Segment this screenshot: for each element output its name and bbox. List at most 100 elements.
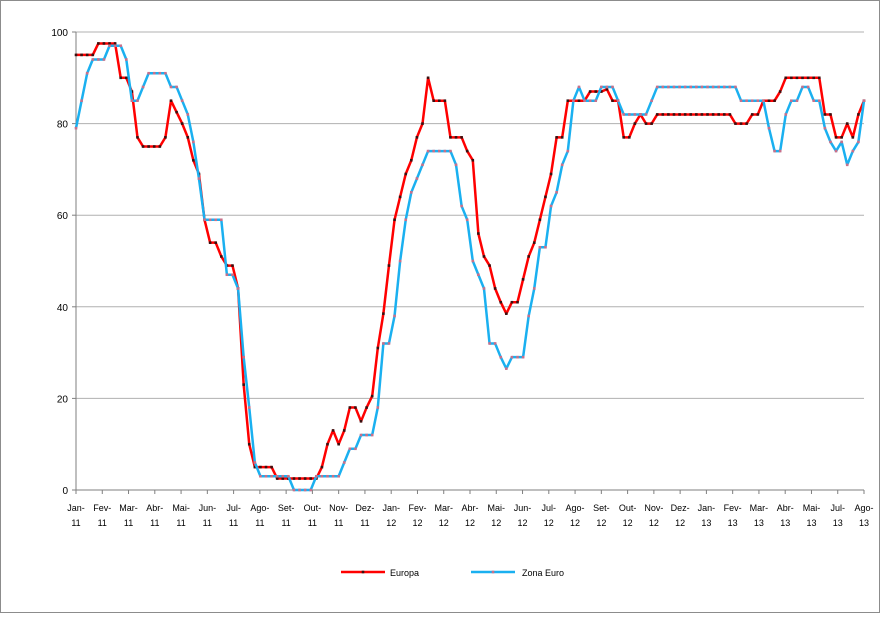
data-point <box>287 474 290 478</box>
data-point <box>214 241 218 244</box>
data-point <box>125 58 128 61</box>
data-point <box>292 488 296 492</box>
x-tick-label-month: Ago- <box>854 503 873 513</box>
x-tick-label-year: 11 <box>255 518 264 528</box>
data-point <box>829 140 832 144</box>
x-tick-label-year: 12 <box>570 518 580 528</box>
x-tick-label-year: 13 <box>754 518 764 528</box>
x-tick-label-year: 11 <box>229 518 238 528</box>
data-point <box>717 85 720 89</box>
data-point <box>493 287 497 290</box>
data-point <box>555 136 558 139</box>
x-tick-label-month: Ago- <box>566 503 585 513</box>
x-tick-label-year: 12 <box>596 518 606 528</box>
data-point <box>443 99 447 102</box>
data-point <box>773 149 776 153</box>
data-point <box>683 113 687 116</box>
data-point <box>756 113 760 116</box>
data-point <box>633 122 637 125</box>
data-point <box>192 140 195 144</box>
data-point <box>348 447 352 451</box>
data-point <box>471 259 475 263</box>
data-point <box>102 42 106 45</box>
data-point <box>164 136 167 139</box>
data-point <box>141 145 145 148</box>
data-point <box>247 442 251 446</box>
data-point <box>616 99 620 102</box>
data-point <box>354 447 357 451</box>
data-point <box>622 136 625 139</box>
data-point <box>516 300 519 304</box>
data-point <box>203 218 206 222</box>
data-point <box>298 488 301 492</box>
data-point <box>376 346 380 350</box>
data-point <box>683 85 687 89</box>
x-tick-label-year: 12 <box>491 518 501 528</box>
data-point <box>337 442 340 446</box>
data-point <box>147 71 150 75</box>
data-point <box>521 278 525 281</box>
x-tick-label-year: 12 <box>439 518 449 528</box>
data-point <box>292 477 296 480</box>
data-point <box>231 273 234 277</box>
data-point <box>449 149 452 153</box>
data-point <box>410 191 413 194</box>
x-tick-label-year: 13 <box>728 518 738 528</box>
data-point <box>812 76 815 80</box>
data-point <box>85 53 89 57</box>
x-tick-label-month: Mar- <box>434 503 453 513</box>
data-point <box>722 85 726 89</box>
data-point <box>415 136 419 139</box>
data-point <box>270 474 273 478</box>
data-point <box>672 85 676 89</box>
data-point <box>208 218 212 222</box>
data-point <box>644 113 648 116</box>
x-tick-label-month: Dez- <box>671 503 690 513</box>
x-tick-label-year: 11 <box>360 518 369 528</box>
data-point <box>342 429 346 432</box>
data-point <box>527 314 530 318</box>
data-point <box>750 99 754 102</box>
x-tick-label-year: 12 <box>649 518 659 528</box>
data-point <box>164 71 167 75</box>
x-tick-label-month: Jan- <box>698 503 716 513</box>
data-point <box>175 110 178 114</box>
data-point <box>527 255 530 258</box>
data-point <box>180 122 184 125</box>
x-tick-label-month: Mar- <box>750 503 769 513</box>
x-tick-label-month: Jul- <box>830 503 845 513</box>
data-point <box>549 204 553 208</box>
x-tick-label-year: 11 <box>203 518 212 528</box>
x-tick-label-month: Jun- <box>199 503 217 513</box>
data-point <box>857 113 860 116</box>
x-tick-label-month: Fev- <box>408 503 426 513</box>
data-point <box>449 136 452 139</box>
data-point <box>231 264 234 267</box>
series-europa <box>74 42 866 480</box>
data-point <box>309 488 313 492</box>
data-point <box>242 383 245 386</box>
data-point <box>734 85 737 89</box>
x-tick-label-month: Out- <box>304 503 322 513</box>
data-point <box>544 245 547 249</box>
data-point <box>326 474 329 478</box>
x-tick-label-year: 12 <box>386 518 396 528</box>
y-axis-tick-labels: 0 20 40 60 80 100 <box>51 28 68 497</box>
data-point <box>538 218 542 222</box>
data-point <box>460 204 463 208</box>
data-point <box>555 191 558 194</box>
data-point <box>370 433 374 437</box>
x-tick-label-month: Mai- <box>803 503 821 513</box>
x-tick-label-month: Jan- <box>382 503 400 513</box>
data-point <box>320 465 324 469</box>
data-point <box>147 145 150 148</box>
data-point <box>510 355 514 359</box>
data-point <box>572 99 575 102</box>
x-tick-label-month: Fev- <box>93 503 111 513</box>
x-tick-label-month: Mai- <box>172 503 190 513</box>
data-point <box>611 85 614 89</box>
data-point <box>538 245 542 249</box>
data-point <box>482 255 486 258</box>
data-point <box>544 195 547 199</box>
